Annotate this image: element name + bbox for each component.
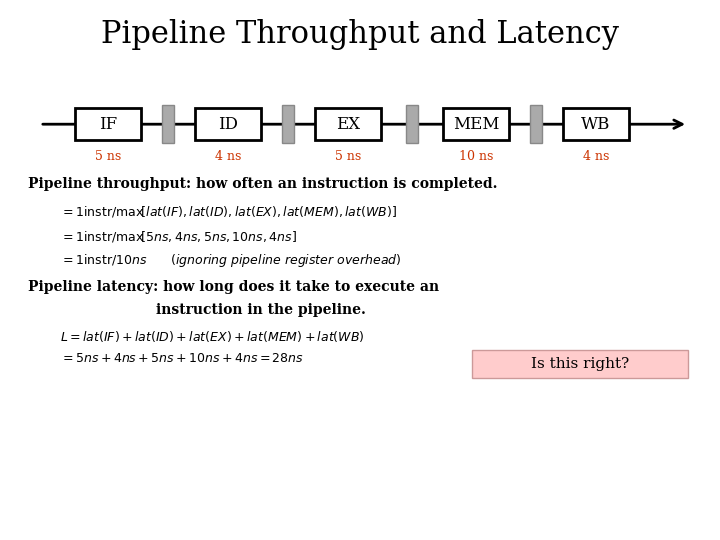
Text: 10 ns: 10 ns bbox=[459, 150, 493, 163]
Text: 5 ns: 5 ns bbox=[335, 150, 361, 163]
Bar bbox=[195, 108, 261, 140]
Text: $L = lat(IF)+lat(ID)+lat(EX)+lat(MEM)+lat(WB)$: $L = lat(IF)+lat(ID)+lat(EX)+lat(MEM)+la… bbox=[60, 329, 364, 344]
Text: Pipeline throughput: how often an instruction is completed.: Pipeline throughput: how often an instru… bbox=[28, 177, 498, 191]
Text: Is this right?: Is this right? bbox=[531, 357, 629, 371]
Text: $= 5ns+4ns+5ns+10ns+4ns = 28ns$: $= 5ns+4ns+5ns+10ns+4ns = 28ns$ bbox=[60, 352, 304, 365]
Bar bbox=[315, 108, 381, 140]
Text: instruction in the pipeline.: instruction in the pipeline. bbox=[156, 303, 366, 317]
Bar bbox=[444, 108, 509, 140]
Text: WB: WB bbox=[581, 116, 611, 133]
Text: ID: ID bbox=[218, 116, 238, 133]
Bar bbox=[405, 105, 418, 143]
Text: $= 1\mathrm{instr}/\max\!\left[lat(IF),lat(ID),lat(EX),lat(MEM),lat(WB)\right]$: $= 1\mathrm{instr}/\max\!\left[lat(IF),l… bbox=[60, 204, 397, 219]
Text: 4 ns: 4 ns bbox=[582, 150, 609, 163]
Text: EX: EX bbox=[336, 116, 360, 133]
Bar bbox=[282, 105, 294, 143]
Bar bbox=[530, 105, 542, 143]
Text: 5 ns: 5 ns bbox=[95, 150, 121, 163]
Text: MEM: MEM bbox=[453, 116, 499, 133]
Bar bbox=[75, 108, 141, 140]
Bar bbox=[161, 105, 174, 143]
Bar bbox=[472, 350, 688, 378]
Text: IF: IF bbox=[99, 116, 117, 133]
Text: $= 1\mathrm{instr}/\max\!\left[5ns,4ns,5ns,10ns,4ns\right]$: $= 1\mathrm{instr}/\max\!\left[5ns,4ns,5… bbox=[60, 229, 297, 244]
Text: Pipeline latency: how long does it take to execute an: Pipeline latency: how long does it take … bbox=[28, 280, 439, 294]
Text: $= 1\mathrm{instr}/10ns\quad\quad\mathit{(ignoring\ pipeline\ register\ overhead: $= 1\mathrm{instr}/10ns\quad\quad\mathit… bbox=[60, 252, 402, 269]
Text: Pipeline Throughput and Latency: Pipeline Throughput and Latency bbox=[101, 19, 619, 50]
Text: 4 ns: 4 ns bbox=[215, 150, 241, 163]
Bar bbox=[563, 108, 629, 140]
